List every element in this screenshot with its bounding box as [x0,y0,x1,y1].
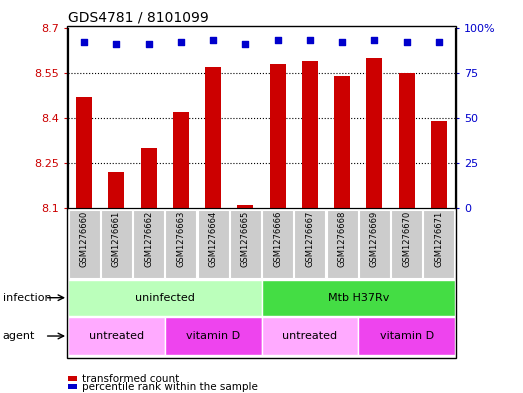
Bar [76,97,92,208]
Bar [108,172,124,208]
Bar [358,317,455,355]
Point [241,40,249,47]
Text: GSM1276664: GSM1276664 [209,210,218,267]
Text: agent: agent [3,331,35,341]
Bar [262,210,293,277]
Bar [262,280,455,316]
Bar [237,205,254,208]
Point [209,37,218,43]
Bar [399,73,415,208]
Bar [391,210,422,277]
Bar [165,317,262,355]
Point [144,40,153,47]
Point [403,39,411,45]
Bar [269,64,286,208]
Text: vitamin D: vitamin D [380,331,434,341]
Bar [101,210,132,277]
Point [338,39,346,45]
Bar [165,210,196,277]
Text: GSM1276669: GSM1276669 [370,210,379,267]
Text: GSM1276671: GSM1276671 [435,210,444,267]
Text: untreated: untreated [282,331,337,341]
Text: Mtb H37Rv: Mtb H37Rv [327,293,389,303]
Point [370,37,379,43]
Bar [68,317,165,355]
Bar [302,61,318,208]
Bar [141,148,157,208]
Text: percentile rank within the sample: percentile rank within the sample [82,382,257,391]
Text: GSM1276662: GSM1276662 [144,210,153,267]
Bar [366,58,382,208]
Point [177,39,185,45]
Point [112,40,120,47]
Bar [359,210,390,277]
Bar [68,280,262,316]
Text: GSM1276666: GSM1276666 [273,210,282,267]
Text: uninfected: uninfected [135,293,195,303]
Bar [327,210,358,277]
Bar [230,210,261,277]
Bar [205,67,221,208]
Text: GSM1276667: GSM1276667 [305,210,314,267]
Point [435,39,443,45]
Bar [262,317,358,355]
Text: vitamin D: vitamin D [186,331,240,341]
Text: transformed count: transformed count [82,374,179,384]
Text: GSM1276668: GSM1276668 [338,210,347,267]
Bar [334,76,350,208]
Text: untreated: untreated [89,331,144,341]
Text: GSM1276670: GSM1276670 [402,210,411,267]
Bar [69,210,99,277]
Point [274,37,282,43]
Text: infection: infection [3,293,51,303]
Bar [294,210,325,277]
Point [305,37,314,43]
Text: GDS4781 / 8101099: GDS4781 / 8101099 [68,11,209,25]
Bar [198,210,229,277]
Text: GSM1276665: GSM1276665 [241,210,250,267]
Text: GSM1276661: GSM1276661 [112,210,121,267]
Bar [173,112,189,208]
Point [80,39,88,45]
Bar [424,210,454,277]
Bar [133,210,164,277]
Bar [431,121,447,208]
Text: GSM1276660: GSM1276660 [79,210,88,267]
Text: GSM1276663: GSM1276663 [176,210,185,267]
